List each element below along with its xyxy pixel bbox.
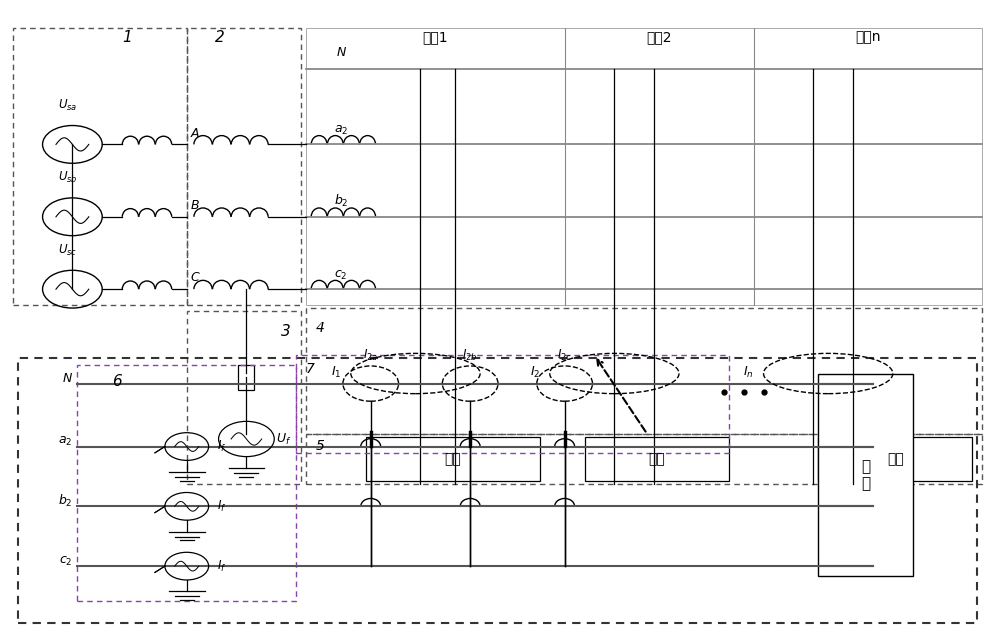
Text: $I_1$: $I_1$ [331,364,341,380]
Bar [187,311,301,485]
Text: $a_2$: $a_2$ [334,124,348,137]
Bar [13,28,187,305]
Text: 2: 2 [215,30,224,45]
Text: $c_2$: $c_2$ [59,554,72,568]
Text: $a_2$: $a_2$ [58,435,72,448]
Text: $I_{2b}$: $I_{2b}$ [462,348,478,363]
Text: 负荷: 负荷 [444,452,461,466]
Text: 负
荷: 负 荷 [861,458,870,491]
Text: $c_2$: $c_2$ [334,269,348,281]
Text: 负荷: 负荷 [648,452,665,466]
Text: N: N [336,46,346,60]
Bar [585,437,729,481]
Bar [306,28,982,305]
Bar [818,374,913,575]
Bar [77,364,296,601]
Text: $b_2$: $b_2$ [58,493,72,509]
Bar [366,437,540,481]
Text: A: A [190,126,199,140]
Text: $I_f$: $I_f$ [217,498,226,514]
Text: $U_{sb}$: $U_{sb}$ [58,170,77,185]
Text: $I_2$: $I_2$ [530,364,540,380]
Text: $I_{2a}$: $I_{2a}$ [363,348,378,363]
Text: 3: 3 [281,324,291,339]
Bar [238,364,254,390]
Text: B: B [190,199,199,212]
Text: 6: 6 [112,374,122,389]
Text: $U_{sc}$: $U_{sc}$ [58,243,77,258]
Text: $U_{sa}$: $U_{sa}$ [58,98,77,113]
Bar [306,434,982,485]
Text: 支路2: 支路2 [646,30,672,44]
Text: 支路1: 支路1 [423,30,448,44]
Text: $I_f$: $I_f$ [217,559,226,573]
Bar [296,355,729,453]
Text: C: C [190,271,199,284]
Bar [306,308,982,434]
Text: 4: 4 [316,321,325,335]
Text: $I_f$: $I_f$ [217,439,226,454]
Text: 1: 1 [122,30,132,45]
Text: 支路n: 支路n [855,30,881,44]
Text: N: N [63,372,72,385]
Text: $I_n$: $I_n$ [743,364,754,380]
Text: 负荷: 负荷 [887,452,904,466]
Text: $I_{2c}$: $I_{2c}$ [557,348,572,363]
Bar [187,28,301,305]
Bar [818,437,972,481]
Text: 5: 5 [316,439,325,453]
Bar [18,358,977,623]
Text: 7: 7 [306,361,315,375]
Text: $U_f$: $U_f$ [276,431,292,446]
Text: $b_2$: $b_2$ [334,193,348,210]
